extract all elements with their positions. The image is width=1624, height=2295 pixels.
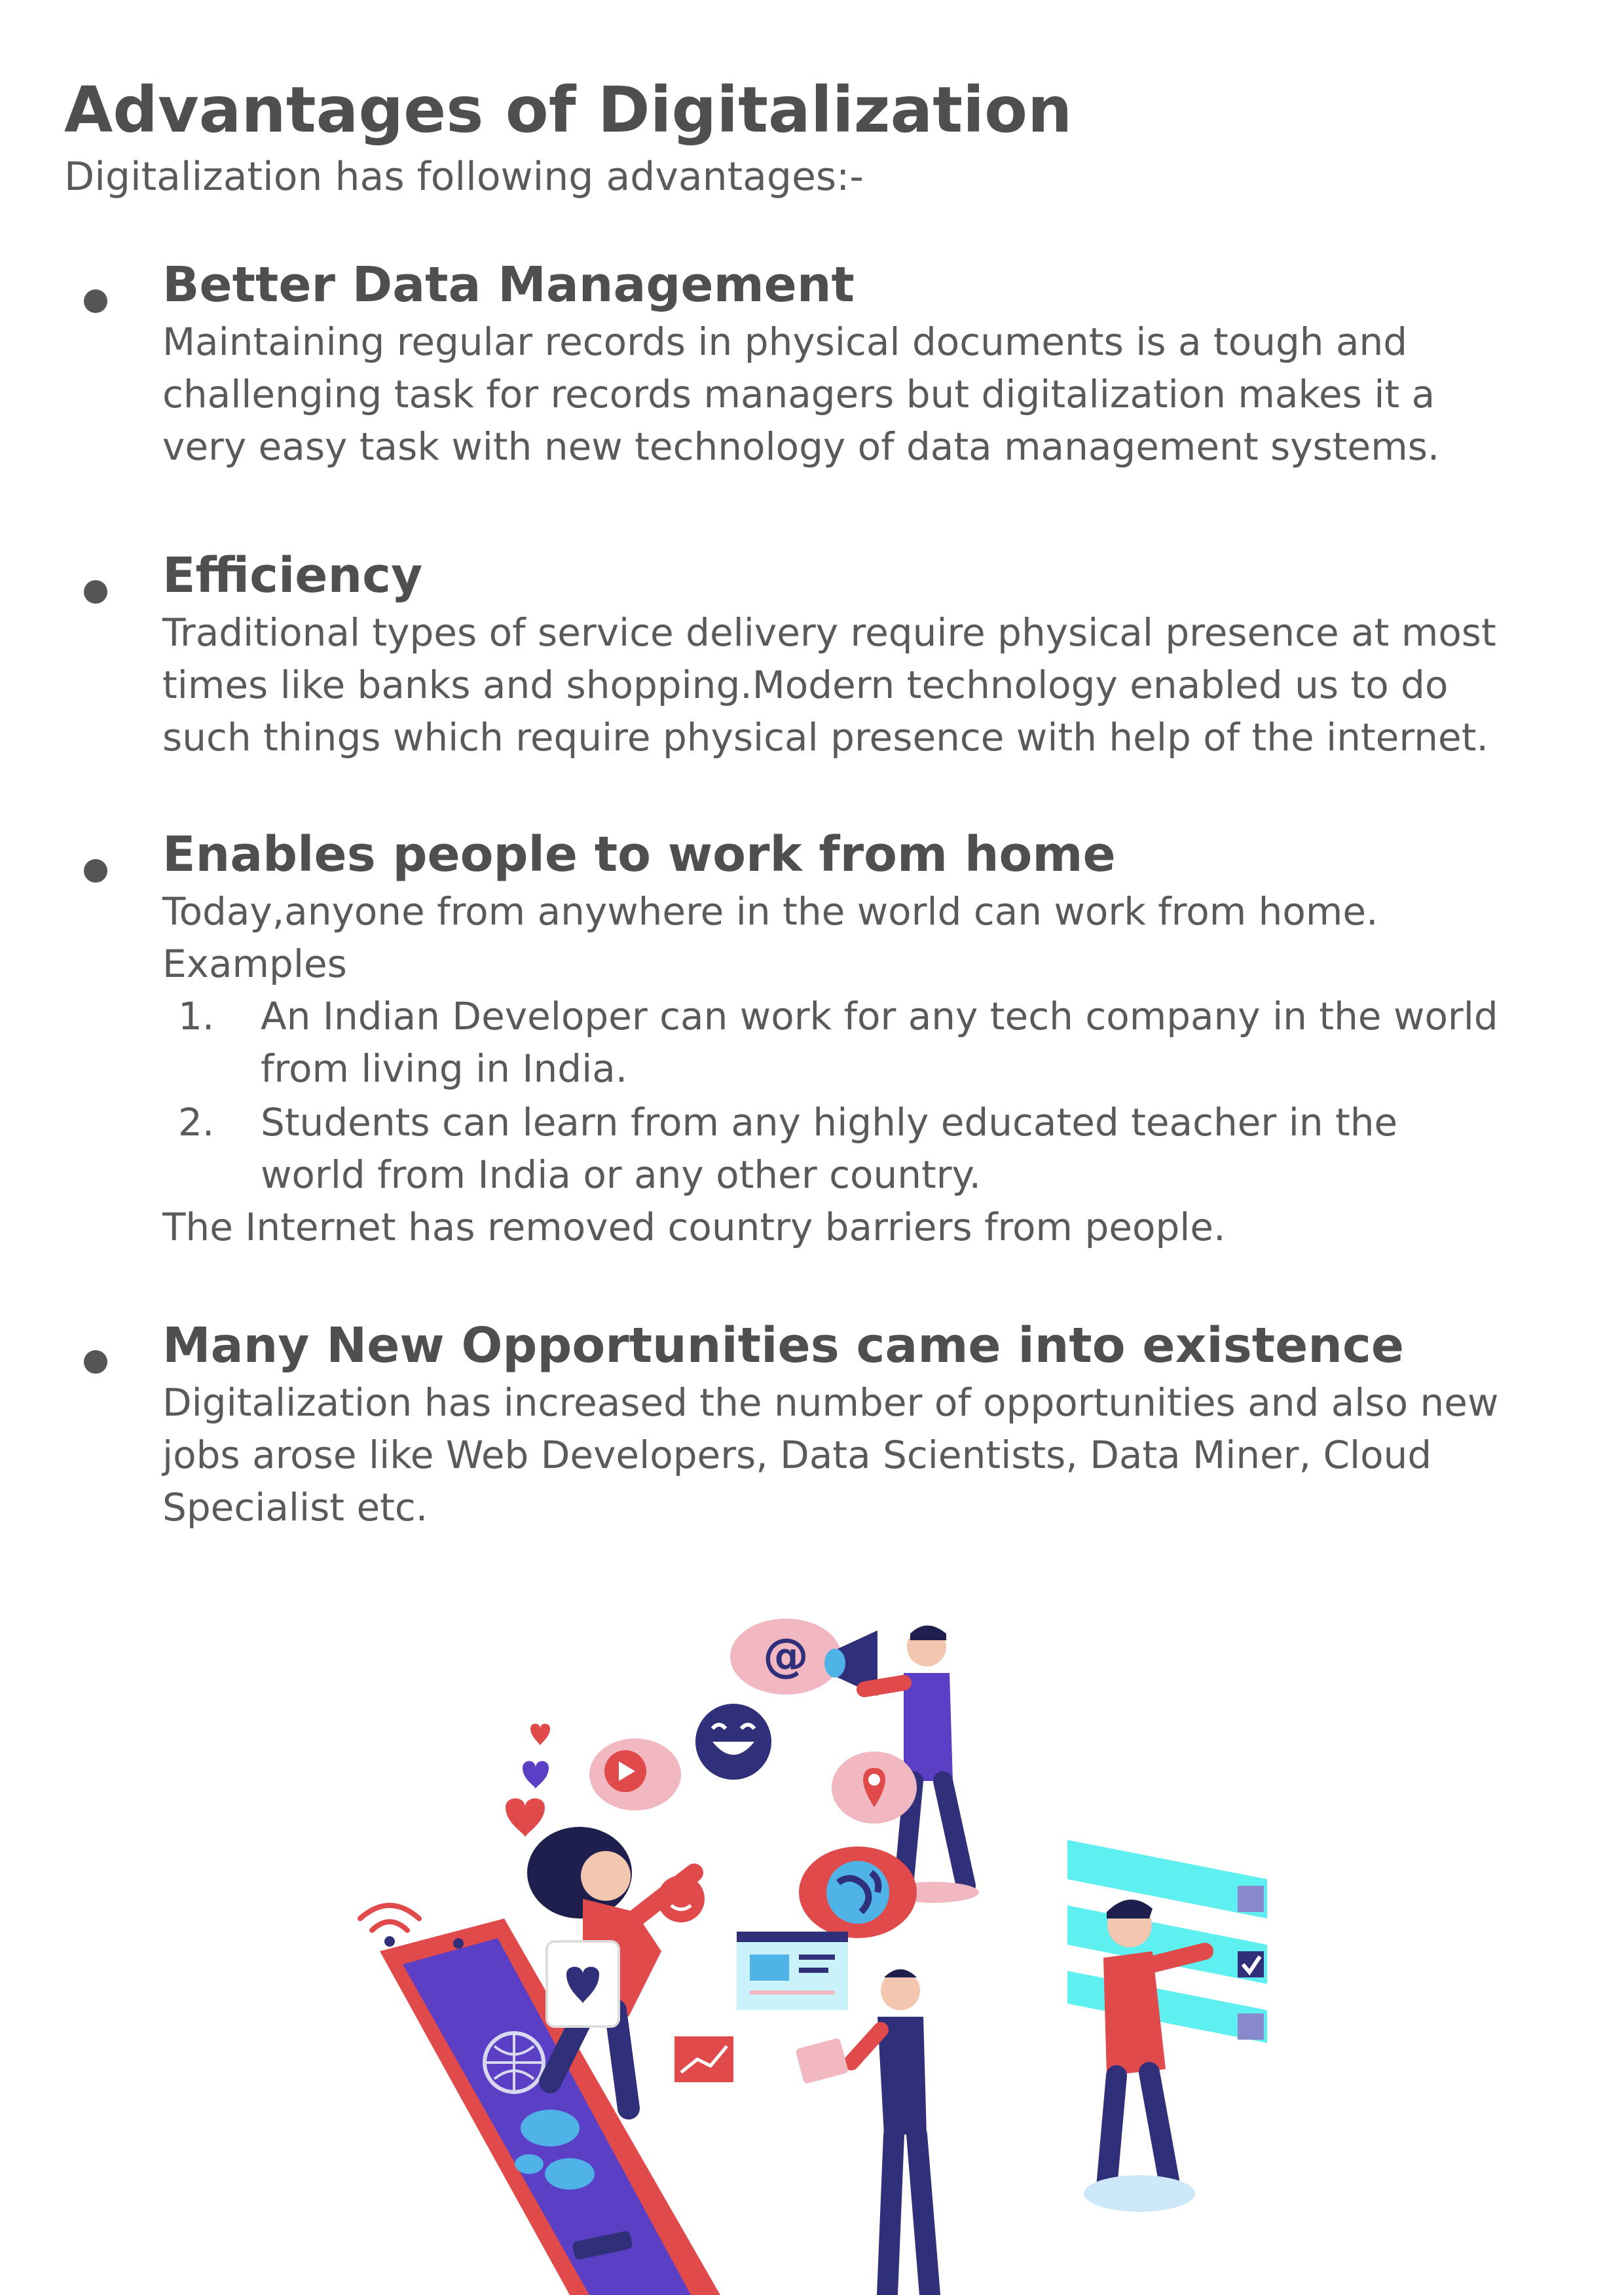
list-item-text: from living in India. [261,1046,628,1091]
list-number: 1. [178,994,215,1038]
digitalization-illustration: @ [358,1619,1267,2295]
section-text-line: Traditional types of service delivery re… [162,610,1496,655]
bullet-icon [84,289,107,313]
checklist-icon [1067,1840,1267,2043]
section-text-line: Today,anyone from anywhere in the world … [162,889,1378,934]
section-text-line: challenging task for records managers bu… [162,372,1435,416]
section-text-line: Specialist etc. [162,1485,428,1530]
intro-text: Digitalization has following advantages:… [64,154,864,200]
page-title: Advantages of Digitalization [64,73,1073,147]
checklist-man-figure [1084,1900,1213,2212]
section-heading: Many New Opportunities came into existen… [162,1317,1405,1374]
heart-icons [506,1723,550,1837]
section-text-line: times like banks and shopping.Modern tec… [162,663,1449,707]
woman-figure [527,1827,703,2120]
section-text-line: jobs arose like Web Developers, Data Sci… [162,1433,1432,1477]
chart-screen-icon [674,2036,733,2082]
bullet-icon [84,1350,107,1374]
section-heading: Better Data Management [162,257,855,313]
location-pin-icon [832,1752,917,1824]
smiley-icon [695,1704,771,1780]
section-text-line: Maintaining regular records in physical … [162,320,1408,364]
list-item-text: Students can learn from any highly educa… [261,1100,1398,1145]
list-item-text: An Indian Developer can work for any tec… [261,994,1498,1038]
bullet-icon [84,859,107,883]
tablet-man-figure [796,1969,940,2295]
at-symbol: @ [763,1628,809,1682]
section-heading: Enables people to work from home [162,826,1116,883]
list-number: 2. [178,1100,215,1145]
smartphone-icon [380,1919,720,2295]
email-bubble-icon: @ [730,1619,841,1695]
emoji-icon [657,1875,705,1922]
section-text-line: very easy task with new technology of da… [162,424,1440,469]
examples-label: Examples [162,942,347,986]
section-text-line: Digitalization has increased the number … [162,1380,1499,1425]
web-page-icon [737,1932,848,2010]
bullet-icon [84,580,107,604]
section-closing-text: The Internet has removed country barrier… [162,1205,1226,1249]
section-heading: Efficiency [162,547,423,604]
wifi-icon [358,1903,422,1947]
play-bubble-icon [589,1738,681,1810]
globe-icon [799,1846,917,1938]
list-item-text: world from India or any other country. [261,1152,982,1197]
section-text-line: such things which require physical prese… [162,715,1488,760]
